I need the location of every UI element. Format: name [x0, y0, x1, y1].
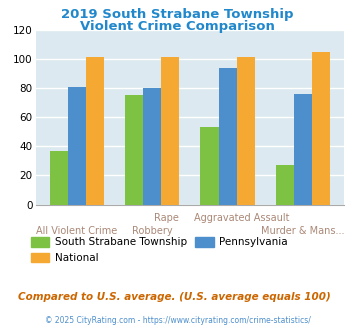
Text: All Violent Crime: All Violent Crime: [36, 226, 118, 236]
Bar: [219, 68, 237, 205]
Text: Rape: Rape: [154, 213, 179, 223]
Bar: [68, 86, 86, 205]
Text: 2019 South Strabane Township: 2019 South Strabane Township: [61, 8, 294, 21]
Text: Aggravated Assault: Aggravated Assault: [194, 213, 290, 223]
Bar: [294, 94, 312, 205]
Bar: [86, 57, 104, 205]
Text: Compared to U.S. average. (U.S. average equals 100): Compared to U.S. average. (U.S. average …: [18, 292, 331, 302]
Bar: [125, 95, 143, 205]
Bar: [161, 57, 179, 205]
Bar: [143, 88, 161, 205]
Text: © 2025 CityRating.com - https://www.cityrating.com/crime-statistics/: © 2025 CityRating.com - https://www.city…: [45, 316, 310, 325]
Bar: [237, 57, 255, 205]
Bar: [312, 51, 330, 205]
Text: Murder & Mans...: Murder & Mans...: [261, 226, 345, 236]
Bar: [201, 127, 219, 205]
Legend: South Strabane Township, National, Pennsylvania: South Strabane Township, National, Penns…: [27, 233, 292, 267]
Bar: [276, 165, 294, 205]
Text: Robbery: Robbery: [132, 226, 173, 236]
Text: Violent Crime Comparison: Violent Crime Comparison: [80, 20, 275, 33]
Bar: [50, 151, 68, 205]
